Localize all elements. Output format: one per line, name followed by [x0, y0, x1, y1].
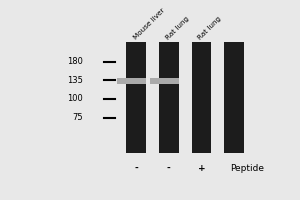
- Bar: [126, 42, 146, 153]
- Bar: [191, 42, 211, 153]
- Text: Peptide: Peptide: [230, 164, 265, 173]
- Text: -: -: [134, 164, 138, 173]
- Bar: [224, 42, 244, 153]
- Text: Mouse liver: Mouse liver: [132, 7, 166, 41]
- Text: 180: 180: [67, 57, 83, 66]
- Text: Rat lung: Rat lung: [197, 15, 223, 41]
- Text: +: +: [198, 164, 205, 173]
- Text: 75: 75: [72, 113, 83, 122]
- Bar: [117, 78, 146, 84]
- Bar: [159, 42, 179, 153]
- Text: 135: 135: [67, 76, 83, 85]
- Text: -: -: [167, 164, 171, 173]
- Text: 100: 100: [67, 94, 83, 103]
- Bar: [150, 78, 179, 84]
- Text: Rat lung: Rat lung: [165, 15, 190, 41]
